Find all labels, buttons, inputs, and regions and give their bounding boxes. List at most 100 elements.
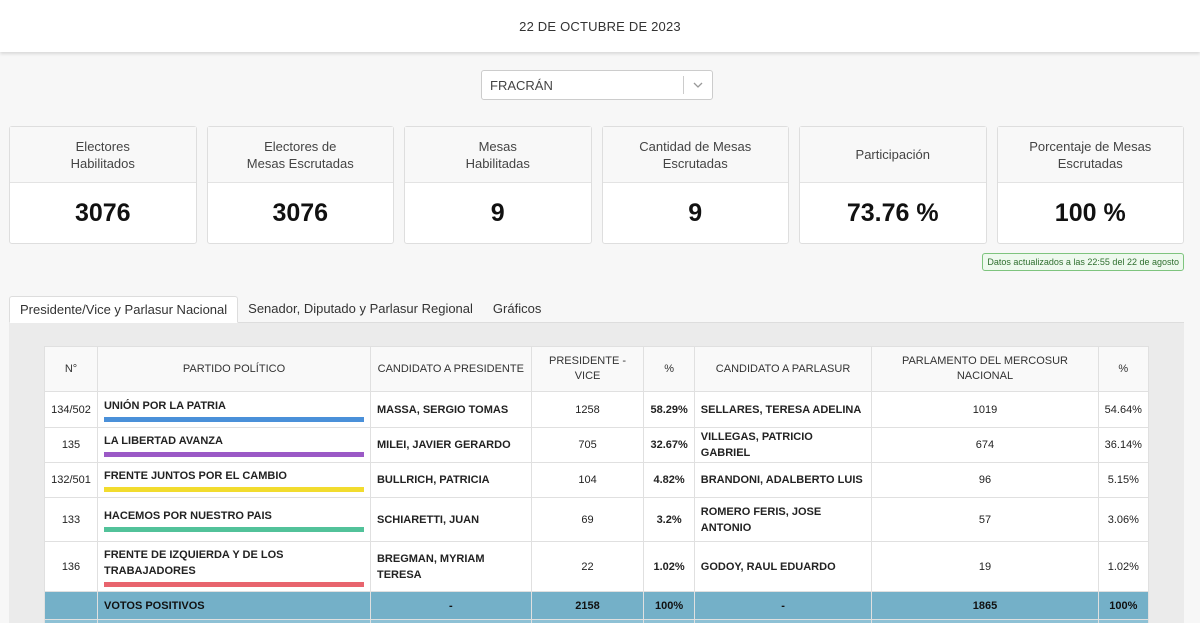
president-pct: 4.82% [643,462,695,498]
top-bar: 22 DE OCTUBRE DE 2023 [0,0,1200,52]
positive-parlasur-pct: 100% [1097,591,1150,620]
parlasur-candidate: GODOY, RAUL EDUARDO [693,541,873,592]
party-name: FRENTE JUNTOS POR EL CAMBIO [103,470,287,482]
results-tabs: Presidente/Vice y Parlasur Nacional Sena… [9,296,1184,323]
tab-graficos[interactable]: Gráficos [492,301,542,316]
table-row: 134/502 UNIÓN POR LA PATRIA MASSA, SERGI… [44,391,1150,428]
stat-value: 3076 [272,198,329,227]
party-number: 135 [44,427,98,463]
party-cell: UNIÓN POR LA PATRIA [96,391,371,428]
president-candidate: BREGMAN, MYRIAM TERESA [369,541,532,592]
updated-badge: Datos actualizados a las 22:55 del 22 de… [982,253,1184,271]
president-candidate: MASSA, SERGIO TOMAS [369,391,532,428]
party-cell: HACEMOS POR NUESTRO PAIS [96,497,371,542]
stat-card-electores-habilitados: Electores Habilitados 3076 [9,126,197,244]
president-pct: 58.29% [643,391,695,428]
col-header-n: N° [44,346,98,392]
parlasur-pct: 5.15% [1097,462,1150,498]
party-number: 136 [44,541,98,592]
chevron-down-icon[interactable] [684,82,712,88]
party-name: LA LIBERTAD AVANZA [103,435,223,447]
party-number: 134/502 [44,391,98,428]
positive-president: - [369,591,532,620]
parlasur-votes: 96 [871,462,1099,498]
president-votes: 22 [530,541,645,592]
parlasur-pct: 54.64% [1097,391,1150,428]
president-votes: 1258 [530,391,645,428]
stat-label: Mesas Habilitadas [405,127,591,183]
stats-cards: Electores Habilitados 3076 Electores de … [9,126,1184,244]
parlasur-candidate: VILLEGAS, PATRICIO GABRIEL [693,427,873,463]
president-pct: 32.67% [643,427,695,463]
positive-votes: 2158 [530,591,645,620]
col-header-parlasur-pct: % [1097,346,1150,392]
stat-value: 3076 [74,198,131,227]
table-row: 135 LA LIBERTAD AVANZA MILEI, JAVIER GER… [44,427,1150,463]
stat-value: 100 % [1054,198,1126,227]
election-date: 22 DE OCTUBRE DE 2023 [519,18,681,34]
president-pct: 3.2% [643,497,695,542]
president-pct: 1.02% [643,541,695,592]
stat-card-cantidad-mesas-escrutadas: Cantidad de Mesas Escrutadas 9 [601,126,789,244]
stat-card-electores-mesas-escrutadas: Electores de Mesas Escrutadas 3076 [206,126,394,244]
parlasur-candidate: SELLARES, TERESA ADELINA [693,391,873,428]
parlasur-candidate: ROMERO FERIS, JOSE ANTONIO [693,497,873,542]
stat-value: 73.76 % [846,198,939,227]
parlasur-votes: 57 [871,497,1099,542]
col-header-parlamento-mercosur: PARLAMENTO DEL MERCOSUR NACIONAL [871,346,1099,392]
party-cell: LA LIBERTAD AVANZA [96,427,371,463]
select-separator [683,76,684,94]
party-color-bar [103,416,364,422]
parlasur-pct: 36.14% [1097,427,1150,463]
tab-senador-diputado-parlasur-regional[interactable]: Senador, Diputado y Parlasur Regional [248,301,473,316]
next-row-partial [44,619,1150,623]
col-header-candidato-presidente: CANDIDATO A PRESIDENTE [369,346,532,392]
stat-value: 9 [688,198,703,227]
stat-label: Electores de Mesas Escrutadas [207,127,393,183]
party-number: 132/501 [44,462,98,498]
stat-label: Porcentaje de Mesas Escrutadas [997,127,1183,183]
table-header-row: N° PARTIDO POLÍTICO CANDIDATO A PRESIDEN… [44,346,1150,392]
parlasur-votes: 1019 [871,391,1099,428]
president-votes: 104 [530,462,645,498]
positive-n [44,591,98,620]
president-candidate: BULLRICH, PATRICIA [369,462,532,498]
party-name: FRENTE DE IZQUIERDA Y DE LOS TRABAJADORE… [103,548,284,577]
stat-card-mesas-habilitadas: Mesas Habilitadas 9 [404,126,592,244]
parlasur-candidate: BRANDONI, ADALBERTO LUIS [693,462,873,498]
tab-presidente-parlasur-nacional[interactable]: Presidente/Vice y Parlasur Nacional [9,296,239,323]
stat-card-porcentaje-mesas-escrutadas: Porcentaje de Mesas Escrutadas 100 % [996,126,1184,244]
parlasur-votes: 674 [871,427,1099,463]
stat-value: 9 [490,198,505,227]
stat-label: Electores Habilitados [10,127,196,183]
president-votes: 705 [530,427,645,463]
party-number: 133 [44,497,98,542]
votos-positivos-row: VOTOS POSITIVOS - 2158 100% - 1865 100% [44,591,1150,620]
parlasur-pct: 1.02% [1097,541,1150,592]
stat-label: Cantidad de Mesas Escrutadas [602,127,788,183]
col-header-candidato-parlasur: CANDIDATO A PARLASUR [693,346,873,392]
results-table: N° PARTIDO POLÍTICO CANDIDATO A PRESIDEN… [44,346,1150,623]
location-select-value: FRACRÁN [490,77,553,93]
positive-pct: 100% [643,591,695,620]
col-header-partido: PARTIDO POLÍTICO [96,346,371,392]
party-name: UNIÓN POR LA PATRIA [103,399,226,412]
party-color-bar [103,452,364,457]
table-row: 133 HACEMOS POR NUESTRO PAIS SCHIARETTI,… [44,497,1150,542]
party-color-bar [103,581,364,587]
president-candidate: MILEI, JAVIER GERARDO [369,427,532,463]
party-cell: FRENTE DE IZQUIERDA Y DE LOS TRABAJADORE… [96,541,371,592]
party-cell: FRENTE JUNTOS POR EL CAMBIO [96,462,371,498]
party-name: HACEMOS POR NUESTRO PAIS [103,509,272,522]
col-header-pct: % [643,346,695,392]
positive-label: VOTOS POSITIVOS [96,591,371,620]
col-header-presidente-vice: PRESIDENTE - VICE [530,346,645,392]
parlasur-pct: 3.06% [1097,497,1150,542]
table-row: 132/501 FRENTE JUNTOS POR EL CAMBIO BULL… [44,462,1150,498]
stat-label: Participación [800,127,986,183]
table-row: 136 FRENTE DE IZQUIERDA Y DE LOS TRABAJA… [44,541,1150,592]
positive-parlasur-votes: 1865 [871,591,1099,620]
location-select[interactable]: FRACRÁN [481,70,713,100]
president-votes: 69 [530,497,645,542]
party-color-bar [103,526,364,532]
